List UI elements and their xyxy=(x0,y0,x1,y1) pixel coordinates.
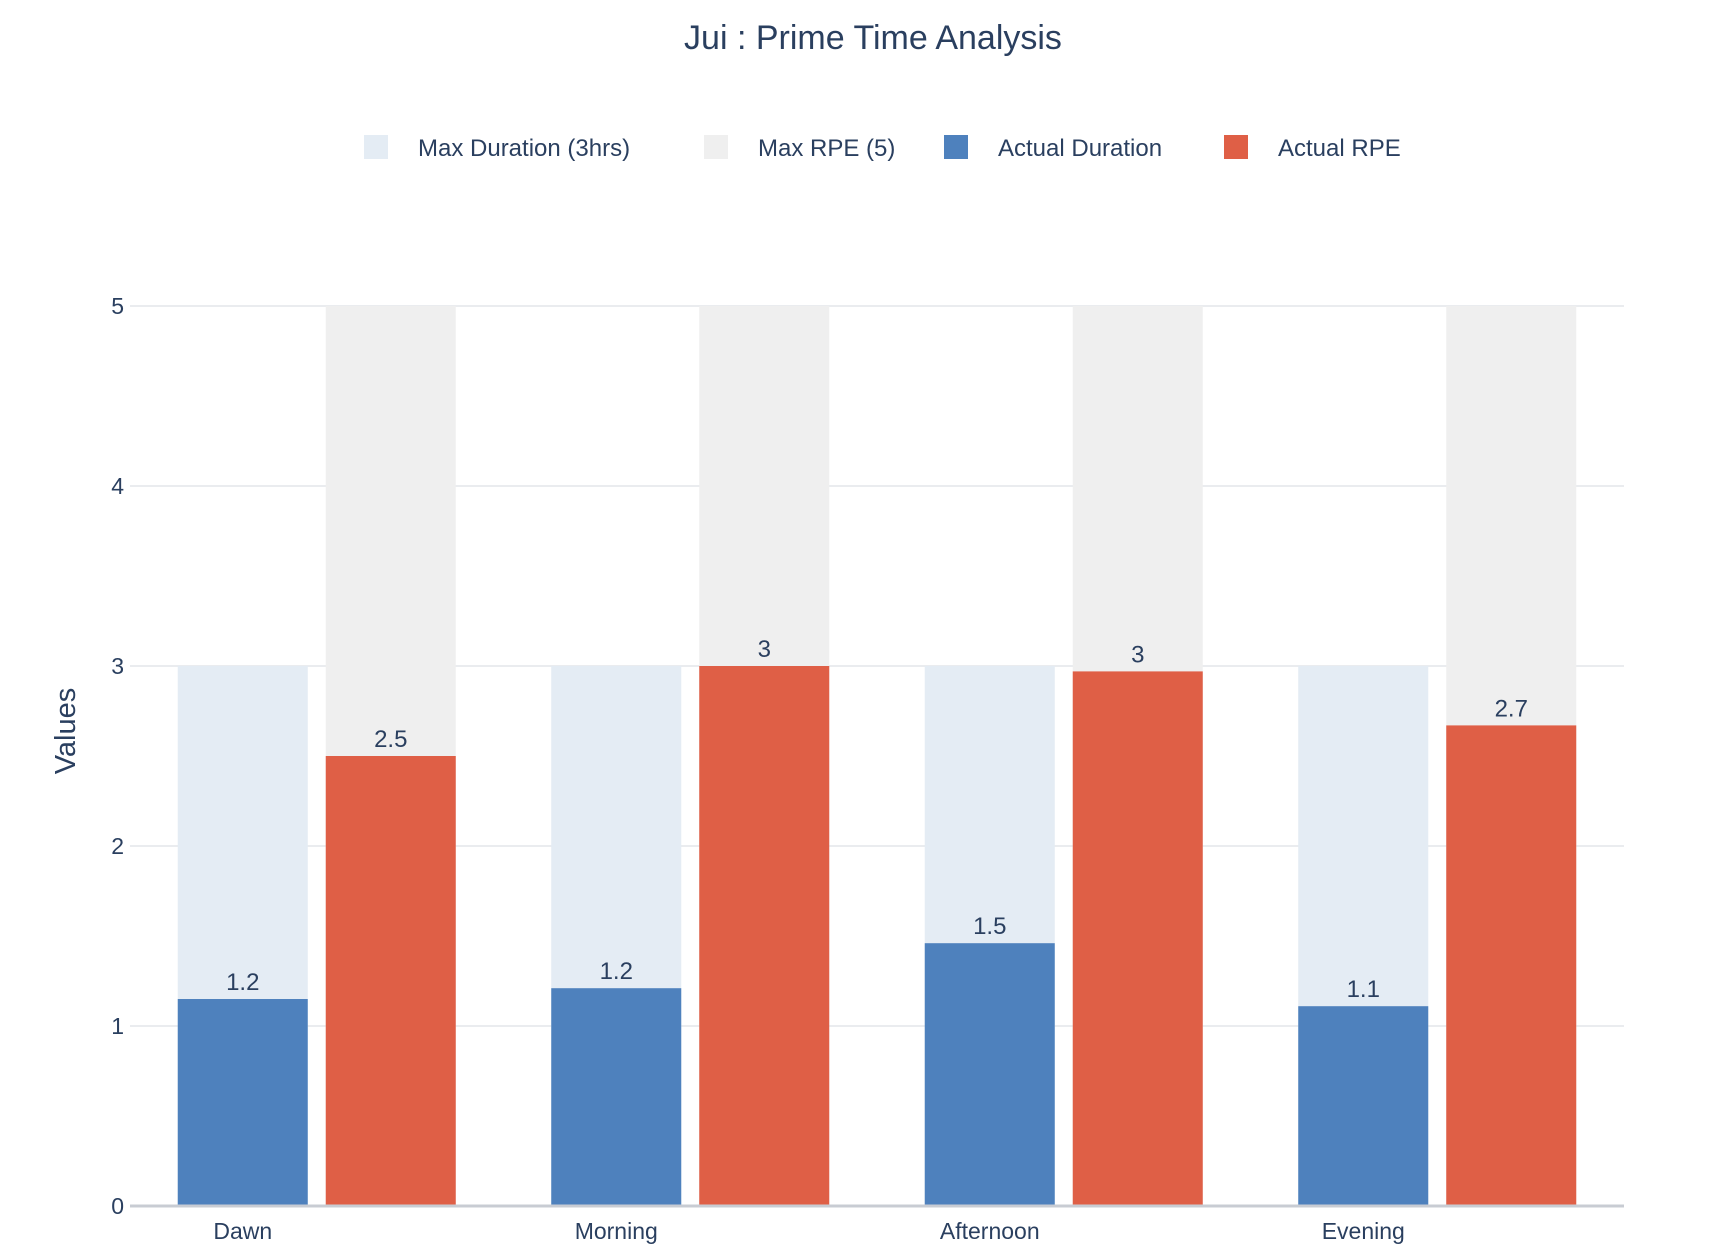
data-label-actual-rpe: 2.7 xyxy=(1495,695,1528,722)
y-tick-label: 3 xyxy=(111,653,124,679)
data-labels: 1.2 1.2 1.5 1.1 2.5 3 3 2.7 xyxy=(226,636,1528,1003)
legend-item-max-rpe-5[interactable]: Max RPE (5) xyxy=(704,135,895,162)
y-tick-label: 0 xyxy=(111,1193,124,1219)
data-label-actual-duration: 1.1 xyxy=(1347,976,1380,1003)
data-label-actual-rpe: 2.5 xyxy=(374,726,407,753)
chart-title: Jui : Prime Time Analysis xyxy=(684,19,1062,57)
legend-label: Actual Duration xyxy=(998,135,1162,162)
legend-swatch xyxy=(944,135,968,159)
x-tick-label: Morning xyxy=(575,1218,658,1244)
legend: Max Duration (3hrs) Max RPE (5) Actual Dur… xyxy=(364,135,1401,162)
legend-item-max-duration-3hrs[interactable]: Max Duration (3hrs) xyxy=(364,135,630,162)
x-axis: Dawn Morning Afternoon Evening xyxy=(213,1218,1404,1244)
bars xyxy=(177,306,1577,1206)
data-label-actual-rpe: 3 xyxy=(758,636,771,663)
bar-actual-duration xyxy=(924,943,1055,1206)
x-tick-label: Afternoon xyxy=(940,1218,1040,1244)
data-label-actual-duration: 1.2 xyxy=(600,958,633,985)
legend-item-actual-duration[interactable]: Actual Duration xyxy=(944,135,1162,162)
data-label-actual-duration: 1.5 xyxy=(973,913,1006,940)
y-tick-label: 4 xyxy=(111,473,124,499)
bar-actual-duration xyxy=(551,988,682,1206)
y-tick-label: 1 xyxy=(111,1013,124,1039)
legend-swatch xyxy=(1224,135,1248,159)
bar-actual-duration xyxy=(1298,1006,1429,1206)
y-tick-label: 5 xyxy=(111,293,124,319)
bar-actual-rpe xyxy=(1072,671,1203,1206)
bar-actual-rpe xyxy=(699,666,830,1206)
y-tick-label: 2 xyxy=(111,833,124,859)
bar-actual-rpe xyxy=(325,756,456,1206)
bar-actual-rpe xyxy=(1446,725,1577,1206)
legend-swatch xyxy=(704,135,728,159)
data-label-actual-duration: 1.2 xyxy=(226,969,259,996)
legend-swatch xyxy=(364,135,388,159)
y-axis: 0 1 2 3 4 5 xyxy=(111,293,124,1219)
legend-label: Max RPE (5) xyxy=(758,135,895,162)
x-tick-label: Evening xyxy=(1322,1218,1405,1244)
legend-label: Actual RPE xyxy=(1278,135,1401,162)
y-axis-title: Values xyxy=(50,688,82,775)
data-label-actual-rpe: 3 xyxy=(1131,641,1144,668)
legend-item-actual-rpe[interactable]: Actual RPE xyxy=(1224,135,1401,162)
x-tick-label: Dawn xyxy=(213,1218,272,1244)
legend-label: Max Duration (3hrs) xyxy=(418,135,630,162)
bar-actual-duration xyxy=(177,999,308,1206)
